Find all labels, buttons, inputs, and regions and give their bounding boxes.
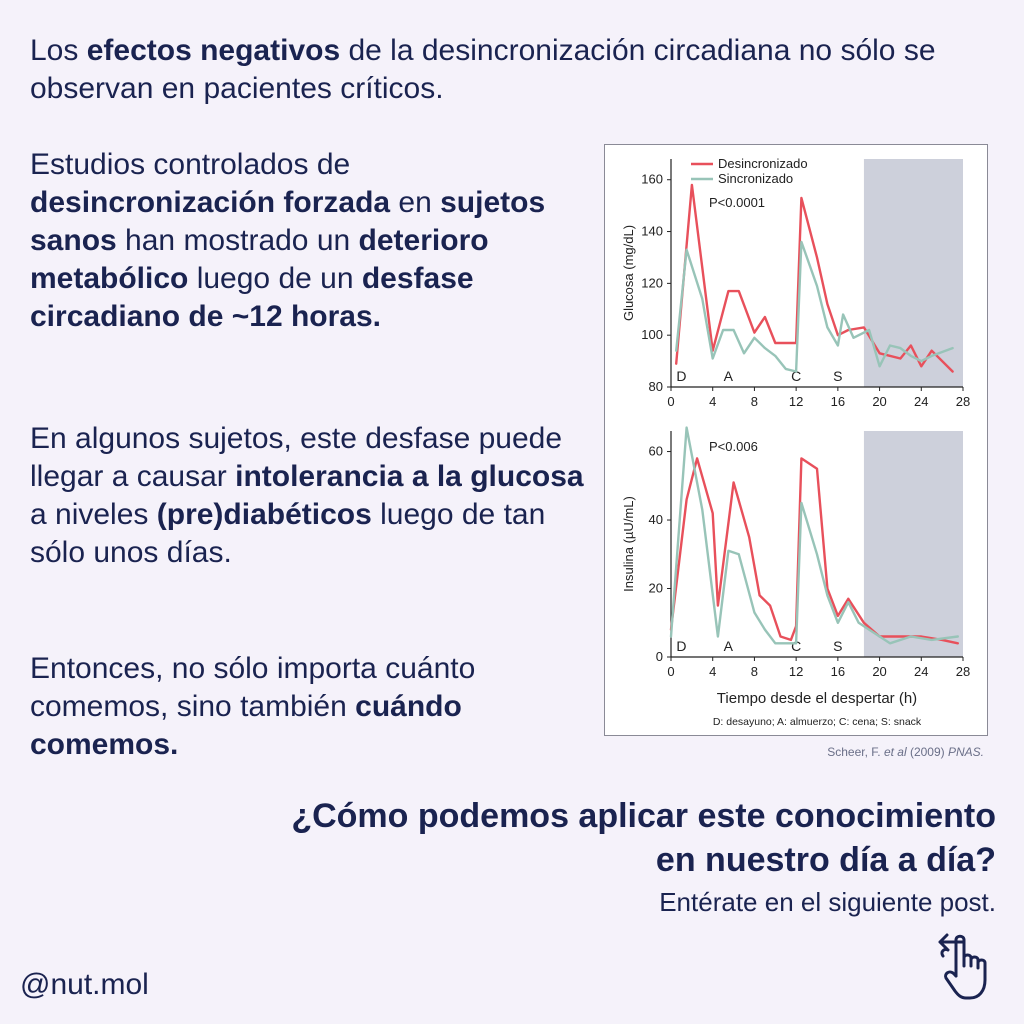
chart2-x-tick-label: 12 (789, 664, 803, 679)
paragraph-desincronizacion-forzada: Estudios controlados de desincronización… (30, 148, 546, 333)
chart1-x-tick-label: 0 (667, 394, 674, 409)
chart2-y-tick-label: 20 (649, 581, 663, 596)
chart1-meal-marker: S (833, 368, 842, 384)
chart2-x-tick-label: 4 (709, 664, 716, 679)
chart1-x-tick-label: 24 (914, 394, 928, 409)
citation: Scheer, F. et al (2009) PNAS. (827, 745, 984, 759)
chart1-x-tick-label: 16 (831, 394, 845, 409)
legend-label-sincronizado: Sincronizado (718, 171, 793, 186)
chart1-y-tick-label: 140 (641, 224, 663, 239)
chart1-y-tick-label: 160 (641, 172, 663, 187)
chart2-y-tick-label: 40 (649, 512, 663, 527)
hand-swipe-left-icon[interactable] (934, 928, 1006, 1004)
chart2-x-tick-label: 8 (751, 664, 758, 679)
chart2-y-axis-label: Insulina (µU/mL) (621, 496, 636, 592)
chart1-series-sincronizado (674, 240, 954, 373)
chart1-x-tick-label: 20 (872, 394, 886, 409)
chart2-y-tick-label: 60 (649, 444, 663, 459)
chart-panel: 80 100 120 140 160 0 4 8 12 16 20 24 28 Glucosa (mg/d… (604, 144, 988, 736)
chart1-y-axis-label: Glucosa (mg/dL) (621, 225, 636, 321)
chart1-y-tick-label: 100 (641, 327, 663, 342)
chart1-y-tick-label: 80 (649, 379, 663, 394)
chart1-x-tick-label: 12 (789, 394, 803, 409)
chart1-meal-marker: A (724, 368, 734, 384)
chart1-y-tick-label: 120 (641, 275, 663, 290)
chart2-x-axis-label: Tiempo desde el despertar (h) (717, 690, 917, 707)
chart2-meal-marker: S (833, 638, 842, 654)
chart2-x-tick-label: 24 (914, 664, 928, 679)
paragraph-intolerancia-glucosa: En algunos sujetos, este desfase puede l… (30, 422, 584, 569)
paragraph-cuando-comemos: Entonces, no sólo importa cuánto comemos… (30, 652, 476, 761)
chart1-p-value: P<0.0001 (709, 195, 765, 210)
chart2-x-tick-label: 20 (872, 664, 886, 679)
chart2-footnote: D: desayuno; A: almuerzo; C: cena; S: sn… (713, 716, 922, 728)
chart1-x-tick-label: 4 (709, 394, 716, 409)
chart2-meal-marker: D (676, 638, 686, 654)
next-post-link[interactable]: Entérate en el siguiente post. (659, 887, 996, 917)
chart2-series-sincronizado (669, 426, 959, 645)
chart2-meal-marker: A (724, 638, 734, 654)
chart2-x-tick-label: 28 (956, 664, 970, 679)
chart1-meal-marker: D (676, 368, 686, 384)
legend-label-desincronizado: Desincronizado (718, 156, 808, 171)
chart2-p-value: P<0.006 (709, 439, 758, 454)
chart1-x-tick-label: 28 (956, 394, 970, 409)
chart2-x-tick-label: 16 (831, 664, 845, 679)
chart2-x-tick-label: 0 (667, 664, 674, 679)
chart2-meal-marker: C (791, 638, 801, 654)
question-heading: ¿Cómo podemos aplicar este conocimiento … (291, 797, 996, 879)
chart1-x-tick-label: 8 (751, 394, 758, 409)
intro-paragraph: Los efectos negativos de la desincroniza… (30, 34, 936, 105)
chart1-meal-marker: C (791, 368, 801, 384)
chart2-y-tick-label: 0 (656, 649, 663, 664)
account-handle: @nut.mol (20, 968, 149, 1001)
chart2-shaded-region (863, 431, 963, 657)
